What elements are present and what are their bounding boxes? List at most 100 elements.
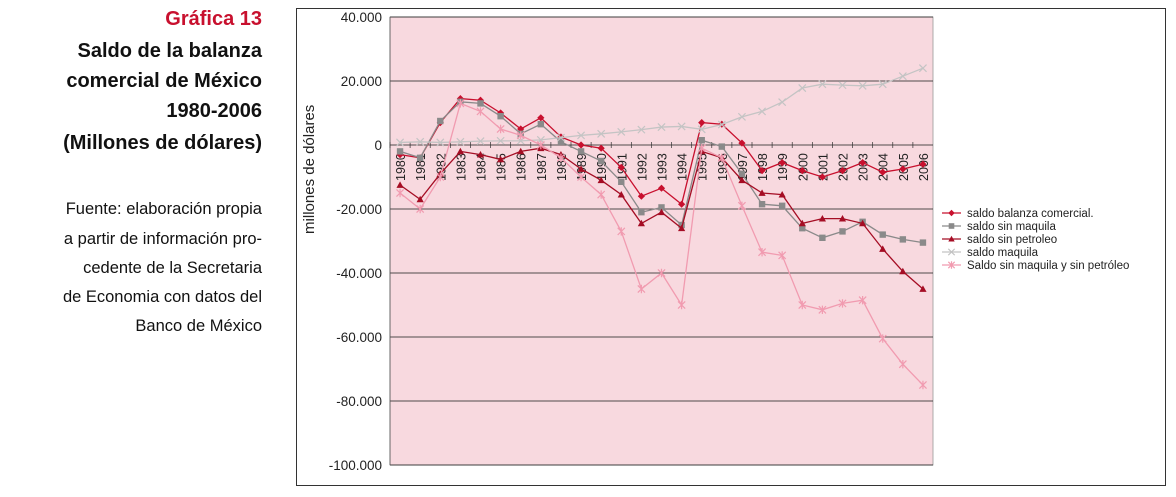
data-point xyxy=(476,137,485,146)
data-point xyxy=(838,215,847,222)
plot-area xyxy=(389,16,934,466)
data-point xyxy=(396,138,405,147)
data-point xyxy=(678,200,686,208)
x-tick-label: 1984 xyxy=(475,153,489,181)
data-point xyxy=(416,137,425,146)
data-point xyxy=(577,172,586,182)
data-point xyxy=(919,285,927,292)
legend-item: saldo sin petroleo xyxy=(942,234,1057,246)
series xyxy=(396,144,927,292)
figure-label: Gráfica 13 xyxy=(165,8,262,30)
x-tick-label: 1985 xyxy=(495,153,509,181)
data-point xyxy=(758,248,767,257)
x-tick-label: 1992 xyxy=(635,153,649,181)
data-point xyxy=(637,284,646,294)
data-point xyxy=(476,151,485,158)
data-point xyxy=(879,168,887,176)
data-point xyxy=(778,251,787,260)
data-point xyxy=(537,121,545,128)
x-tick-label: 2002 xyxy=(837,153,851,181)
data-point xyxy=(396,181,404,188)
data-point xyxy=(838,167,847,175)
x-tick-label: 2004 xyxy=(877,153,891,181)
source-note-line: Banco de México xyxy=(135,317,262,335)
data-point xyxy=(597,144,605,152)
data-point xyxy=(618,178,625,185)
data-point xyxy=(577,131,586,140)
x-tick-label: 1980 xyxy=(394,153,408,181)
data-point xyxy=(798,84,807,93)
data-point xyxy=(918,64,927,73)
legend-label: Saldo sin maquila y sin petróleo xyxy=(967,260,1129,272)
data-point xyxy=(898,360,907,369)
data-point xyxy=(919,239,927,246)
data-point xyxy=(597,157,605,165)
data-point xyxy=(497,155,505,163)
x-tick-label: 1983 xyxy=(454,153,468,181)
data-point xyxy=(597,129,606,138)
data-point xyxy=(858,81,867,90)
data-point xyxy=(878,334,887,343)
data-point xyxy=(948,235,955,242)
series xyxy=(396,98,927,246)
source-note-line: de Economia con datos del xyxy=(62,288,262,306)
data-point xyxy=(697,144,706,153)
data-point xyxy=(899,236,907,243)
data-point xyxy=(517,147,525,155)
data-point xyxy=(859,219,867,227)
data-point xyxy=(456,99,465,108)
data-point xyxy=(657,268,666,278)
data-point xyxy=(577,148,585,155)
figure-title-line: (Millones de dólares) xyxy=(63,132,262,154)
data-point xyxy=(899,165,907,173)
data-point xyxy=(556,153,565,162)
data-point xyxy=(476,107,485,116)
data-point xyxy=(436,172,445,182)
data-point xyxy=(416,204,425,214)
x-tick-label: 1998 xyxy=(756,153,770,181)
data-point xyxy=(758,107,767,116)
data-point xyxy=(858,296,867,305)
data-point xyxy=(839,228,846,235)
data-point xyxy=(838,299,847,308)
data-point xyxy=(396,148,404,155)
data-point xyxy=(496,124,505,134)
data-point xyxy=(798,300,807,310)
data-point xyxy=(436,138,445,147)
data-point xyxy=(948,223,955,229)
legend-item: saldo sin maquila xyxy=(942,221,1056,233)
data-point xyxy=(617,163,625,171)
data-point xyxy=(536,140,545,150)
x-tick-label: 2000 xyxy=(796,153,810,181)
data-point xyxy=(737,112,746,121)
data-point xyxy=(477,100,484,107)
y-tick-label: 0 xyxy=(374,138,382,153)
data-point xyxy=(758,201,766,208)
legend: saldo balanza comercial.saldo sin maquil… xyxy=(942,208,1129,272)
data-point xyxy=(818,173,826,181)
series-group xyxy=(396,64,927,390)
data-point xyxy=(698,137,705,144)
data-point xyxy=(516,131,525,140)
data-point xyxy=(798,219,806,227)
y-axis-label: millones de dólares xyxy=(301,105,318,234)
data-point xyxy=(597,176,605,184)
line-chart: 40.000 20.000 0 -20.000 -40.000 -60.000 -80.00… xyxy=(301,10,1129,473)
source-note-line: a partir de información pro- xyxy=(63,230,262,248)
y-tick-label: -40.000 xyxy=(336,266,382,281)
data-point xyxy=(577,165,585,172)
data-point xyxy=(798,167,806,175)
data-point xyxy=(859,159,867,167)
data-point xyxy=(717,153,726,162)
data-point xyxy=(638,209,645,216)
data-point xyxy=(657,208,666,216)
data-point xyxy=(879,245,887,252)
data-point xyxy=(947,248,956,256)
data-point xyxy=(948,209,955,217)
data-point xyxy=(738,139,746,147)
data-point xyxy=(778,159,786,167)
y-tick-label: -80.000 xyxy=(336,394,382,409)
data-point xyxy=(396,188,405,198)
data-point xyxy=(718,143,726,150)
data-point xyxy=(617,127,626,136)
